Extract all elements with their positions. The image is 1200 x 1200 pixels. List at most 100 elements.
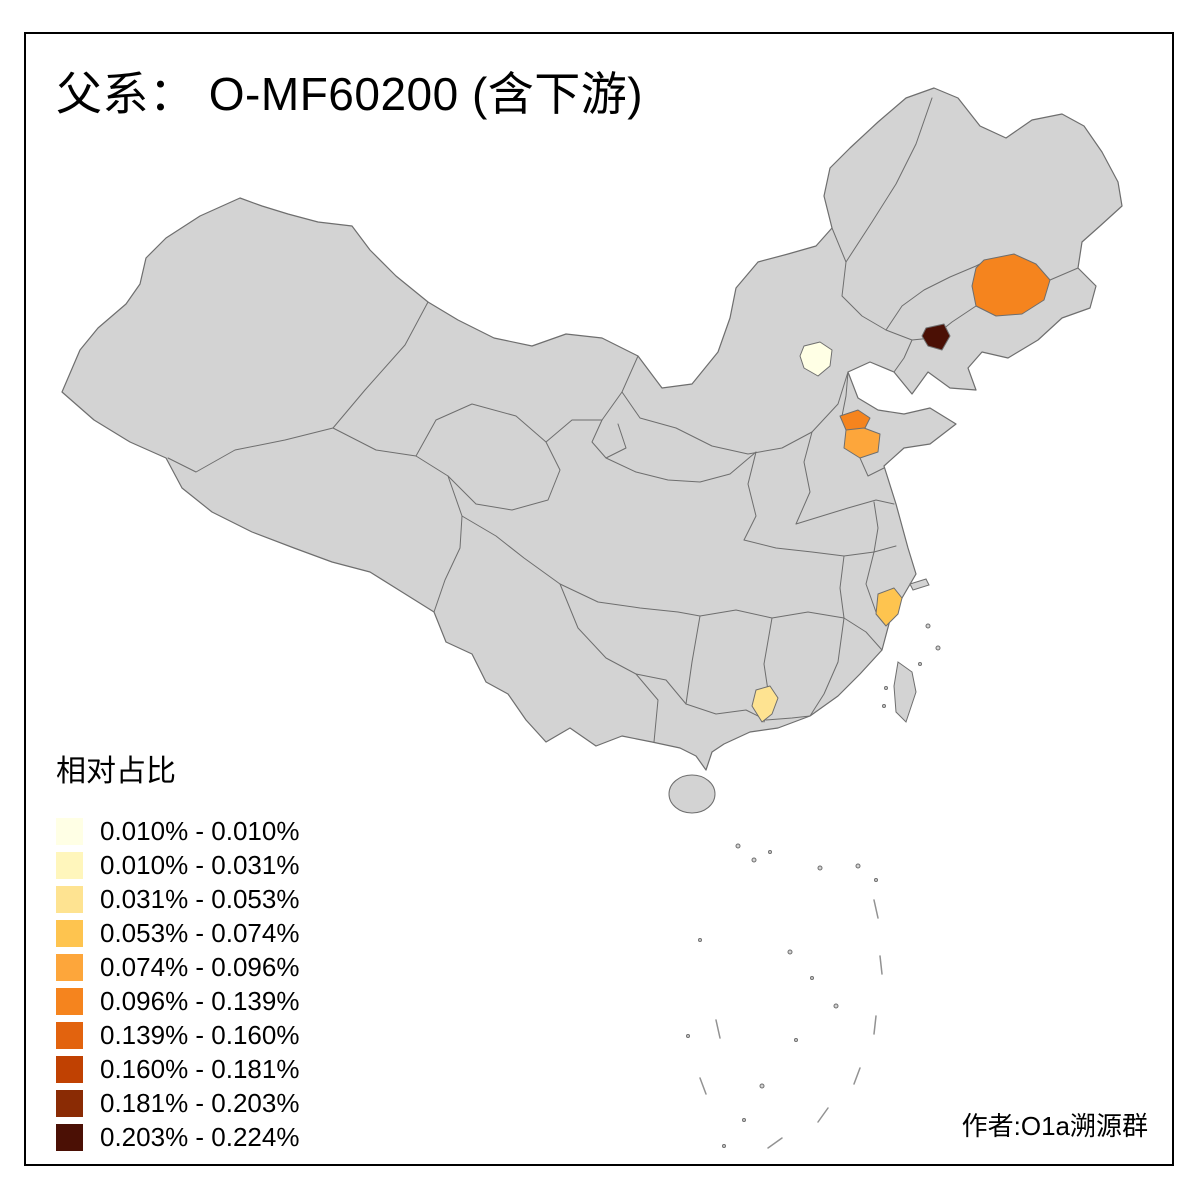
province-border xyxy=(865,551,877,613)
province-border xyxy=(841,371,849,417)
legend: 相对占比 0.010% - 0.010% 0.010% - 0.031% 0.031… xyxy=(56,746,299,1158)
legend-entry: 0.160% - 0.181% xyxy=(56,1056,299,1083)
island-speck xyxy=(882,704,886,708)
legend-swatch xyxy=(56,1056,83,1083)
province-border xyxy=(885,261,985,331)
island-speck xyxy=(855,863,861,869)
region-northeast-large-orange xyxy=(971,253,1051,317)
island-speck xyxy=(686,1034,690,1038)
island-speck xyxy=(918,662,922,666)
province-border xyxy=(621,371,849,455)
region-central-east-upper-orange xyxy=(839,409,871,431)
legend-swatch xyxy=(56,886,83,913)
sea-boundary-dash xyxy=(853,1067,861,1085)
island-speck xyxy=(817,865,823,871)
province-borders xyxy=(167,97,1079,743)
legend-entry: 0.096% - 0.139% xyxy=(56,988,299,1015)
legend-swatch xyxy=(56,852,83,879)
sea-boundary-dash xyxy=(767,1137,783,1149)
legend-entry: 0.010% - 0.010% xyxy=(56,818,299,845)
legend-range-label: 0.139% - 0.160% xyxy=(100,1020,300,1050)
island-speck xyxy=(768,850,772,854)
legend-entry: 0.203% - 0.224% xyxy=(56,1124,299,1151)
sea-boundary-dash xyxy=(699,1077,707,1095)
island-speck xyxy=(925,623,931,629)
island-speck xyxy=(810,976,814,980)
province-border xyxy=(809,617,845,717)
legend-swatch xyxy=(56,988,83,1015)
legend-entry: 0.053% - 0.074% xyxy=(56,920,299,947)
island-speck xyxy=(833,1003,839,1009)
province-border xyxy=(635,673,687,705)
region-east-coast-gold xyxy=(875,587,903,627)
legend-entry: 0.074% - 0.096% xyxy=(56,954,299,981)
legend-entry: 0.010% - 0.031% xyxy=(56,852,299,879)
legend-title: 相对占比 xyxy=(56,755,176,788)
island-speck xyxy=(935,645,941,651)
sea-boundary-dash xyxy=(817,1107,829,1123)
legend-range-label: 0.031% - 0.053% xyxy=(100,884,300,914)
legend-range-label: 0.203% - 0.224% xyxy=(100,1122,300,1152)
province-border xyxy=(893,339,913,373)
legend-range-label: 0.096% - 0.139% xyxy=(100,986,300,1016)
province-border xyxy=(605,451,757,483)
province-border xyxy=(559,583,659,743)
legend-range-label: 0.010% - 0.010% xyxy=(100,816,300,846)
legend-range-label: 0.160% - 0.181% xyxy=(100,1054,300,1084)
taiwan-island xyxy=(893,661,917,723)
province-border xyxy=(685,615,701,705)
province-border xyxy=(415,403,561,511)
region-beijing-pale xyxy=(799,341,833,377)
sea-boundary-dash xyxy=(873,1015,877,1035)
region-northeast-small-dark xyxy=(921,323,951,351)
legend-swatch xyxy=(56,1090,83,1117)
legend-entries: 0.010% - 0.010% 0.010% - 0.031% 0.031% - 0… xyxy=(56,818,299,1151)
province-border xyxy=(839,555,845,619)
island-speck xyxy=(742,1118,746,1122)
province-border xyxy=(845,97,933,263)
hainan-island xyxy=(668,774,716,814)
figure-title: 父系： O-MF60200 (含下游) xyxy=(56,68,644,120)
island-speck xyxy=(874,878,878,882)
legend-swatch xyxy=(56,1022,83,1049)
province-border xyxy=(1049,267,1079,281)
sea-boundary-dashes xyxy=(699,899,883,1149)
province-border xyxy=(699,609,883,651)
province-border xyxy=(685,703,811,721)
sea-boundary-dash xyxy=(873,899,879,919)
province-border xyxy=(332,427,463,613)
island-speck xyxy=(698,938,702,942)
province-border xyxy=(743,451,757,541)
province-border xyxy=(859,457,885,477)
island-speck xyxy=(787,949,793,955)
sea-boundary-dash xyxy=(879,955,883,975)
region-south-coast-yellow xyxy=(751,685,779,723)
island-speck xyxy=(735,843,741,849)
legend-swatch xyxy=(56,1124,83,1151)
province-border xyxy=(743,539,897,557)
legend-entry: 0.181% - 0.203% xyxy=(56,1090,299,1117)
legend-range-label: 0.074% - 0.096% xyxy=(100,952,300,982)
island-speck xyxy=(722,1144,726,1148)
province-border xyxy=(795,431,813,525)
province-border xyxy=(461,515,701,617)
legend-range-label: 0.010% - 0.031% xyxy=(100,850,300,880)
island-speck xyxy=(794,1038,798,1042)
legend-range-label: 0.181% - 0.203% xyxy=(100,1088,300,1118)
legend-swatch xyxy=(56,818,83,845)
island-speck xyxy=(884,686,888,690)
legend-swatch xyxy=(56,954,83,981)
legend-entry: 0.031% - 0.053% xyxy=(56,886,299,913)
province-border xyxy=(167,427,334,473)
yangtze-mouth-island xyxy=(909,578,930,591)
islands xyxy=(668,578,941,1148)
province-border xyxy=(795,499,895,525)
highlighted-regions xyxy=(751,253,1051,723)
region-central-east-lower-amber xyxy=(843,427,881,459)
sea-boundary-dash xyxy=(715,1019,721,1039)
island-speck xyxy=(751,857,757,863)
province-border xyxy=(873,501,879,553)
china-mainland-shape xyxy=(61,87,1123,771)
legend-swatch xyxy=(56,920,83,947)
